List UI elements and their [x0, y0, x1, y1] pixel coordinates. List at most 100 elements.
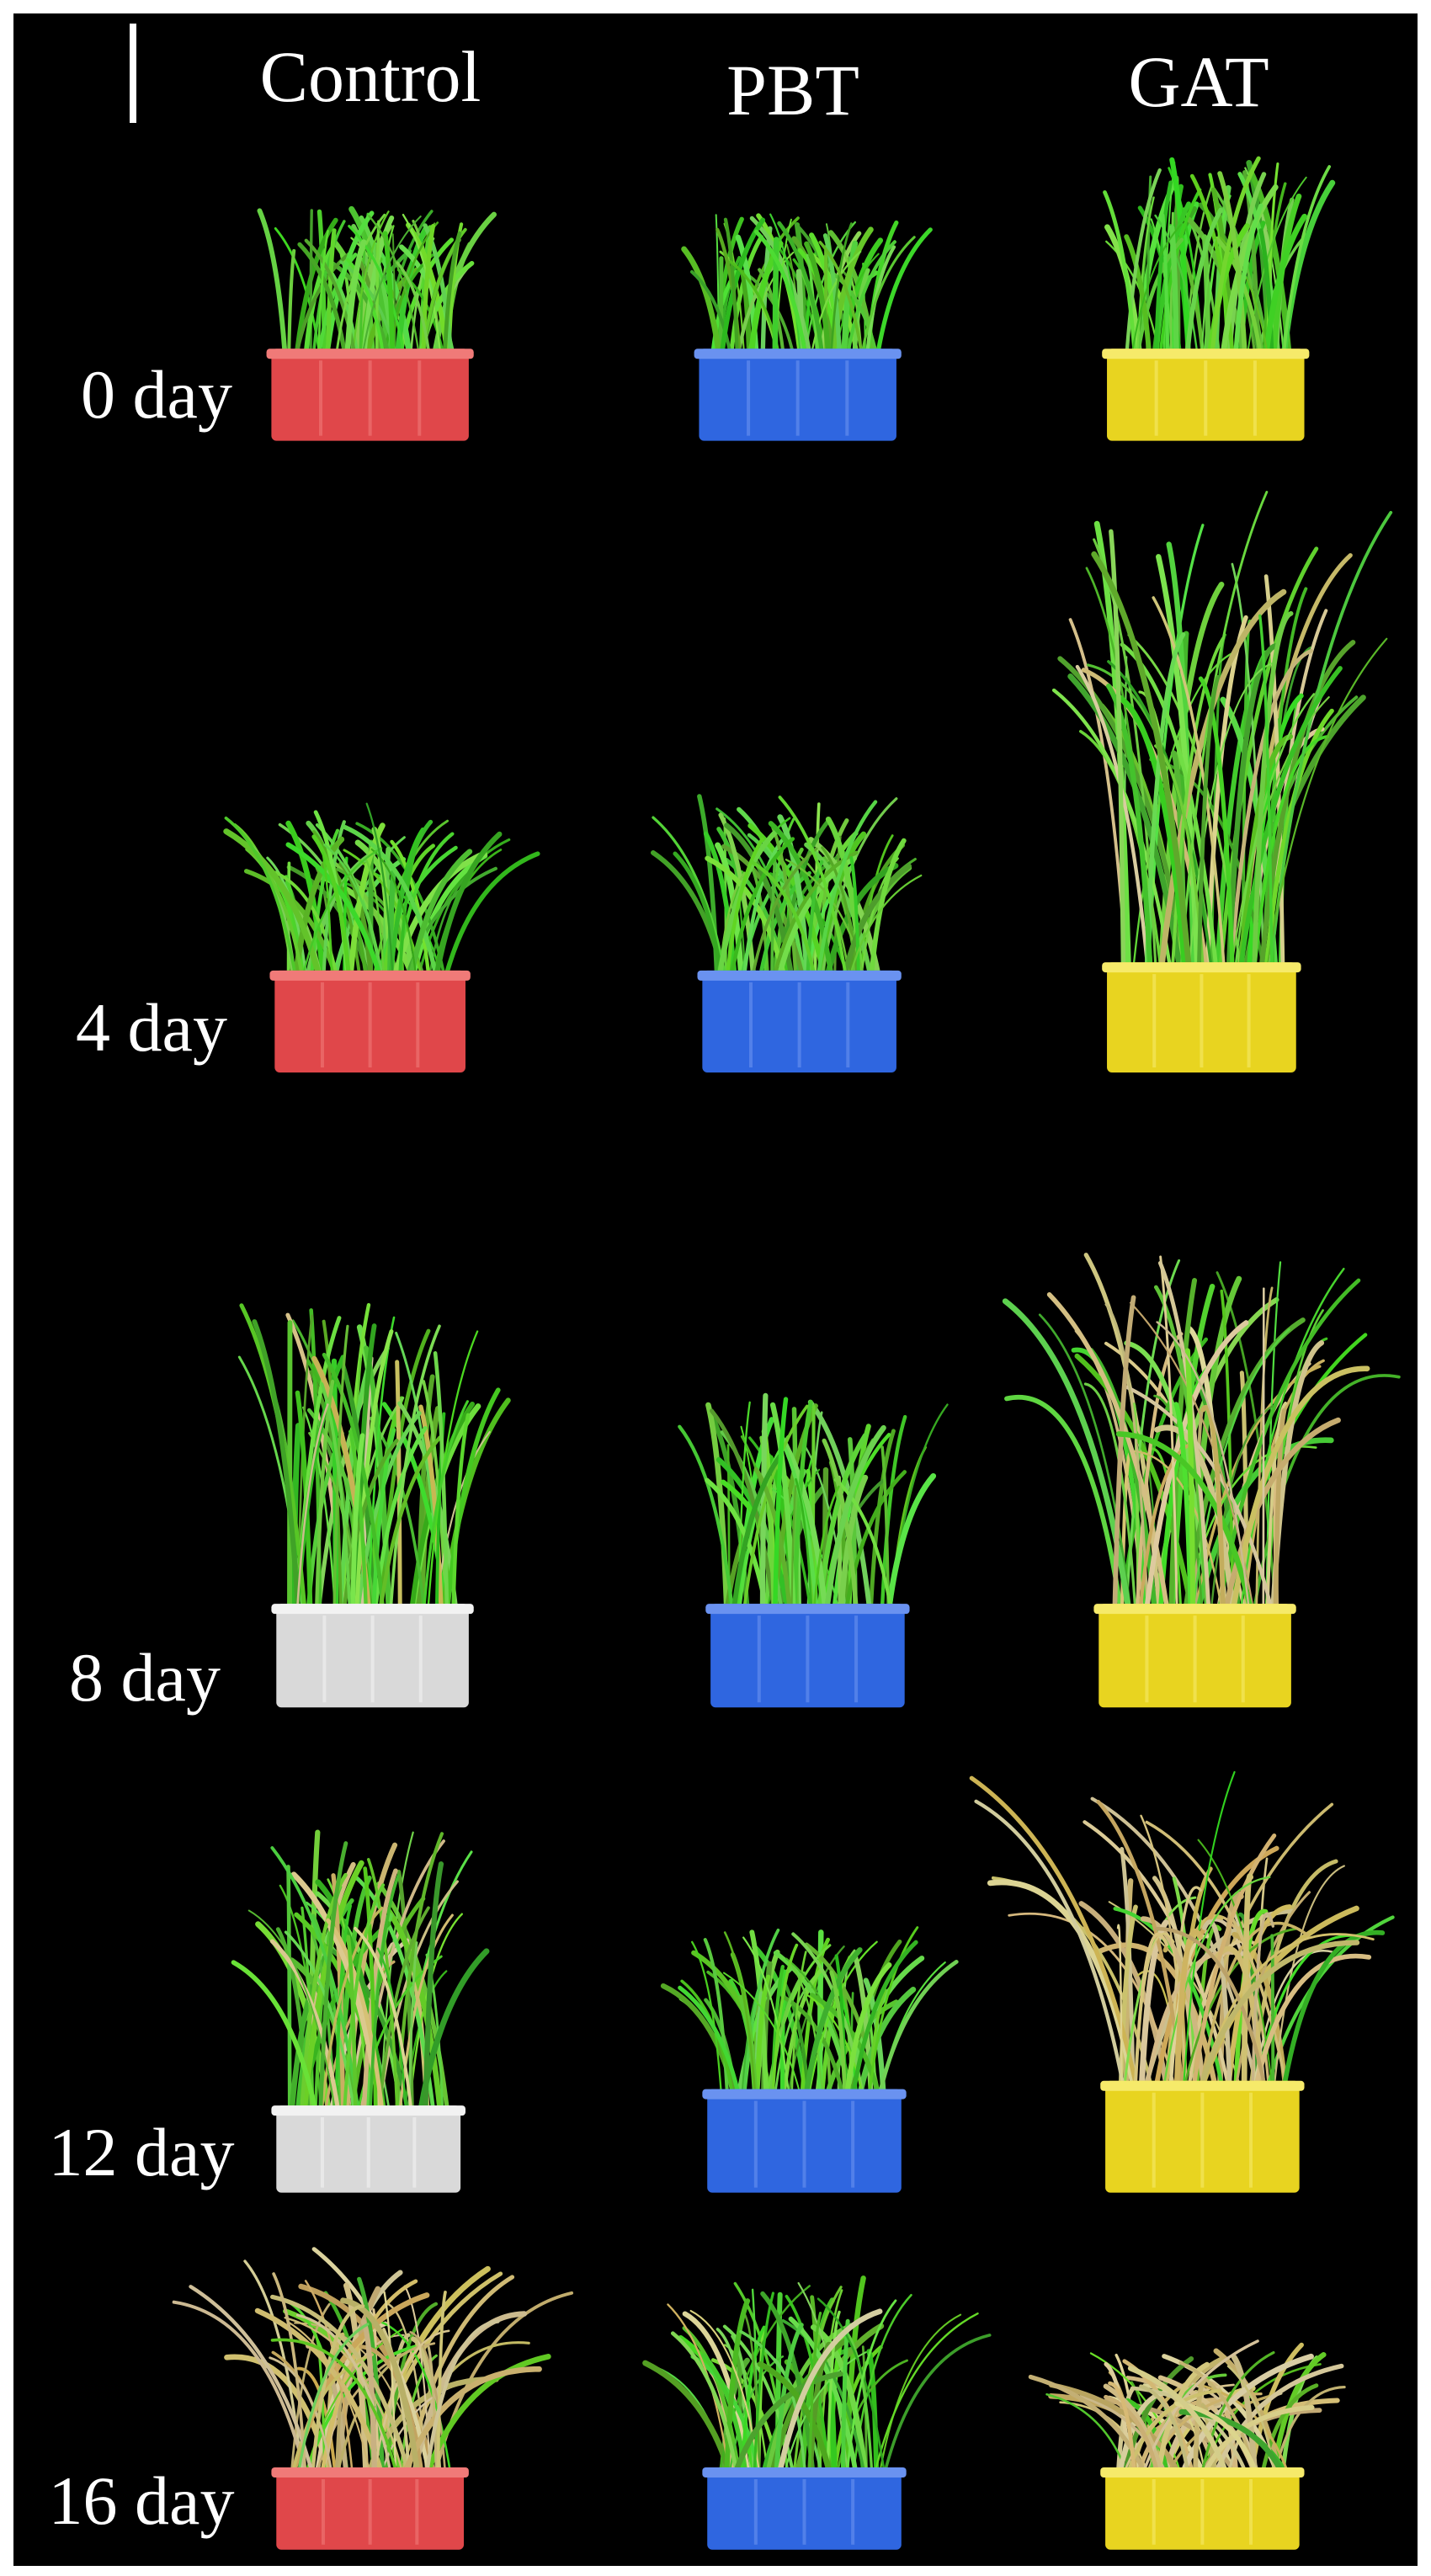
grass-blade	[365, 802, 394, 972]
grass-blade	[312, 220, 346, 350]
grass-blade	[880, 2313, 962, 2469]
grass-blade	[866, 2349, 879, 2470]
grass-blade	[330, 261, 390, 351]
grass-blade	[1197, 674, 1221, 965]
grass-blade	[243, 869, 337, 973]
grass-blade	[1239, 1370, 1249, 1606]
grass-blade	[1154, 201, 1191, 352]
grass-blade	[1094, 1942, 1217, 2084]
basket-rim	[271, 1604, 474, 1615]
grass-blade	[285, 842, 381, 973]
grass-blade	[766, 2323, 854, 2470]
grass-blade	[722, 1972, 801, 2090]
grass-blade	[378, 1906, 430, 2107]
grass-blade	[886, 1472, 937, 1607]
grass-blade	[269, 1939, 340, 2108]
grass-blade	[352, 210, 390, 350]
grass-blade	[270, 2338, 396, 2469]
grass-blade	[1282, 1929, 1386, 2084]
grass-blade	[667, 2303, 730, 2469]
grass-blade	[876, 227, 933, 351]
grass-blade	[270, 2294, 410, 2470]
grass-blade	[1196, 1437, 1334, 1607]
grass-blade	[1116, 1924, 1123, 2083]
grass-blade	[326, 1918, 384, 2108]
grass-blade	[811, 250, 862, 350]
grass-blade	[1154, 214, 1198, 350]
grass-blade	[1185, 207, 1223, 351]
grass-blade	[1154, 1926, 1266, 2084]
basket-rim	[1100, 2467, 1305, 2478]
basket-rim	[271, 2105, 465, 2116]
grass-blade	[189, 2285, 313, 2470]
row-label: 12 day	[49, 2114, 235, 2190]
grass-blade	[749, 216, 811, 351]
basket-rim	[1102, 349, 1310, 359]
grass-blade	[670, 2331, 738, 2470]
grass-blade	[1227, 172, 1267, 351]
grass-blade	[790, 1962, 823, 2090]
grass-blade	[298, 2283, 435, 2471]
grass-blade	[272, 2272, 306, 2469]
grass-blade	[320, 1382, 352, 1606]
grass-blade	[731, 1454, 783, 1607]
grass-blade	[311, 834, 351, 973]
grass-blade	[1253, 1950, 1334, 2083]
grass-blade	[770, 855, 777, 972]
grass-blade	[974, 1799, 1125, 2084]
grass-blade	[286, 1865, 292, 2108]
grass-blade	[1103, 2383, 1162, 2471]
grass-blade	[1201, 2351, 1275, 2469]
grass-blade	[822, 233, 842, 351]
grass-blade	[773, 1397, 789, 1606]
grass-blade	[1231, 1365, 1370, 1607]
grass-blade	[790, 1485, 797, 1605]
grass-blade	[295, 1390, 313, 1606]
grass-blade	[785, 2294, 830, 2469]
grass-blade	[340, 2297, 420, 2471]
grass-blade	[838, 1474, 869, 1607]
grass-blade	[841, 240, 859, 352]
grass-blade	[423, 1400, 469, 1605]
grass-blade	[444, 851, 540, 973]
grass-blade	[779, 1969, 786, 2092]
grass-blade	[354, 1329, 394, 1606]
grass-blade	[433, 211, 497, 352]
grass-blade	[1161, 213, 1169, 351]
grass-blade	[252, 1319, 301, 1607]
grass-blade	[1192, 1833, 1277, 2084]
grass-blade	[1262, 182, 1287, 350]
grass-blade	[1143, 2339, 1259, 2469]
grass-blade	[1198, 676, 1235, 965]
grass-blade	[410, 1401, 476, 1607]
grass-blade	[782, 1967, 823, 2091]
grass-blade	[1231, 2354, 1258, 2471]
grass-blade	[1112, 1295, 1136, 1606]
grass-blade	[443, 231, 462, 351]
grass-blade	[362, 215, 395, 352]
grass-blade	[778, 796, 847, 972]
grass-blade	[451, 1413, 471, 1606]
grass-blade	[1184, 1348, 1196, 1607]
grass-blade	[1159, 1255, 1178, 1605]
grass-blade	[768, 821, 833, 973]
grass-blade	[295, 2313, 391, 2469]
grass-blade	[793, 2286, 843, 2469]
grass-blade	[1168, 1278, 1198, 1607]
grass-blade	[861, 236, 916, 350]
grass-blade	[323, 844, 381, 972]
grass-blade	[311, 2304, 365, 2470]
grass-blade	[395, 1360, 402, 1606]
grass-blade	[1104, 1303, 1149, 1605]
grass-blade	[433, 1351, 450, 1606]
grass-blade	[285, 820, 326, 974]
grass-blade	[1282, 165, 1332, 351]
grass-blade	[845, 1962, 892, 2092]
grass-blade	[778, 2308, 883, 2471]
row-label: 4 day	[76, 989, 227, 1066]
grass-blade	[865, 245, 896, 351]
grass-blade	[1152, 596, 1226, 964]
grass-blade	[1124, 234, 1152, 352]
grass-blade	[769, 213, 801, 350]
grass-blade	[1105, 240, 1159, 350]
